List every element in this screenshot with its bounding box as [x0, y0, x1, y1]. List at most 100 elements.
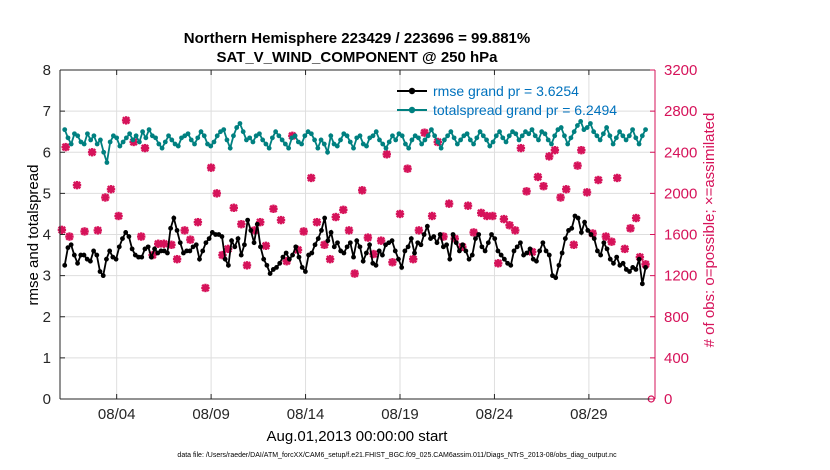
- totalspread-point: [636, 141, 642, 147]
- rmse-point: [611, 260, 616, 266]
- totalspread-point: [325, 149, 330, 155]
- totalspread-point: [448, 129, 454, 135]
- rmse-point: [534, 258, 539, 264]
- totalspread-point: [416, 135, 421, 141]
- obs-assimilated-marker: [212, 189, 221, 198]
- rmse-point: [620, 260, 626, 266]
- rmse-point: [376, 248, 382, 254]
- totalspread-point: [347, 139, 353, 145]
- totalspread-point: [428, 127, 434, 133]
- rmse-point: [68, 242, 74, 248]
- obs-assimilated-marker: [261, 241, 271, 251]
- totalspread-point: [338, 137, 343, 143]
- totalspread-point: [159, 145, 165, 151]
- totalspread-point: [487, 143, 493, 149]
- rmse-point: [347, 240, 353, 246]
- rmse-point: [607, 256, 613, 262]
- obs-assimilated-marker: [550, 145, 560, 155]
- rmse-point: [543, 248, 549, 254]
- obs-assimilated-marker: [80, 227, 89, 236]
- totalspread-point: [211, 139, 217, 145]
- totalspread-point: [282, 141, 288, 147]
- obs-assimilated-marker: [344, 226, 354, 235]
- totalspread-point: [153, 135, 158, 141]
- rmse-point: [97, 269, 103, 274]
- obs-assimilated-marker: [582, 188, 592, 197]
- totalspread-point: [451, 135, 457, 141]
- totalspread-point: [419, 141, 425, 147]
- obs-assimilated-marker: [299, 227, 308, 236]
- x-tick-label: 08/04: [98, 406, 136, 423]
- totalspread-point: [626, 133, 632, 139]
- y-left-tick-label: 2: [43, 309, 51, 326]
- totalspread-point: [467, 137, 473, 143]
- y-right-tick-label: 3200: [664, 62, 697, 79]
- rmse-point: [636, 256, 642, 262]
- totalspread-point: [127, 131, 133, 137]
- totalspread-point: [519, 133, 525, 139]
- totalspread-point: [250, 139, 256, 145]
- rmse-point: [238, 252, 244, 258]
- rmse-point: [643, 265, 648, 270]
- rmse-point: [219, 234, 225, 239]
- totalspread-point: [493, 133, 499, 139]
- chart-title: Northern Hemisphere 223429 / 223696 = 99…: [184, 30, 530, 47]
- totalspread-point: [292, 133, 298, 139]
- rmse-point: [171, 215, 177, 221]
- totalspread-point: [224, 137, 230, 143]
- x-tick-label: 08/09: [192, 406, 230, 423]
- rmse-point: [274, 265, 279, 270]
- rmse-point: [601, 240, 607, 246]
- rmse-point: [319, 227, 324, 233]
- totalspread-point: [604, 125, 610, 130]
- rmse-point: [575, 215, 581, 221]
- rmse-point: [527, 246, 533, 252]
- totalspread-point: [532, 133, 538, 139]
- x-tick-label: 08/24: [476, 406, 514, 423]
- obs-assimilated-marker: [193, 217, 203, 227]
- rmse-point: [447, 256, 453, 262]
- rmse-point: [588, 232, 594, 237]
- rmse-point: [396, 256, 401, 262]
- totalspread-point: [607, 133, 613, 139]
- rmse-point: [476, 232, 482, 237]
- obs-assimilated-marker: [533, 172, 543, 182]
- rmse-point: [229, 238, 234, 244]
- rmse-point: [280, 254, 286, 260]
- totalspread-point: [263, 141, 269, 147]
- rmse-point: [457, 248, 462, 254]
- rmse-point: [165, 250, 170, 256]
- rmse-point: [328, 230, 334, 235]
- totalspread-point: [591, 129, 597, 135]
- rmse-point: [331, 244, 337, 250]
- obs-assimilated-marker: [620, 244, 629, 254]
- obs-assimilated-marker: [101, 193, 110, 202]
- totalspread-point: [273, 129, 279, 135]
- totalspread-point: [630, 127, 635, 133]
- rmse-point: [485, 240, 491, 246]
- totalspread-point: [477, 129, 483, 135]
- rmse-point: [120, 236, 125, 242]
- rmse-point: [431, 234, 437, 239]
- totalspread-point: [441, 137, 447, 143]
- rmse-point: [351, 254, 356, 260]
- totalspread-point: [146, 127, 152, 133]
- rmse-point: [302, 269, 308, 274]
- rmse-point: [399, 265, 405, 270]
- rmse-point: [177, 240, 183, 246]
- totalspread-point: [403, 141, 408, 147]
- totalspread-point: [458, 137, 463, 143]
- x-tick-label: 08/29: [570, 406, 608, 423]
- rmse-point: [639, 281, 645, 287]
- rmse-point: [94, 252, 100, 258]
- totalspread-point: [175, 143, 181, 149]
- totalspread-point: [445, 133, 451, 139]
- obs-assimilated-marker: [65, 232, 74, 241]
- rmse-point: [392, 248, 398, 254]
- obs-assimilated-marker: [607, 237, 616, 246]
- rmse-point: [258, 244, 263, 250]
- rmse-point: [482, 248, 488, 254]
- totalspread-point: [247, 135, 253, 141]
- obs-assimilated-marker: [395, 209, 405, 219]
